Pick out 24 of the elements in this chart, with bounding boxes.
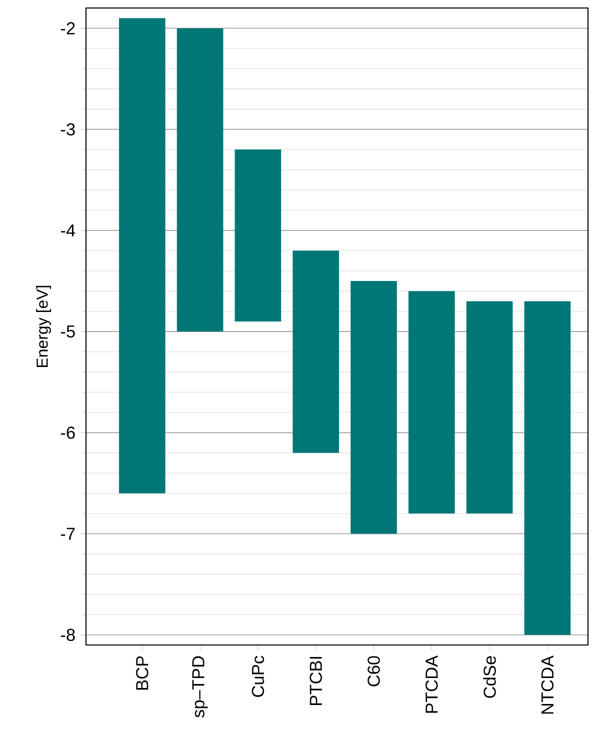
y-tick-label: -8 (60, 628, 75, 642)
y-tick-label: -3 (60, 123, 75, 136)
y-tick-label: -2 (60, 22, 75, 34)
y-tick-label: -6 (60, 426, 75, 439)
bar (292, 250, 340, 453)
x-tick-label: NTCDA (541, 655, 554, 714)
bar (466, 301, 513, 514)
x-tick-label: CdSe (483, 656, 496, 698)
x-tick-label: C60 (368, 656, 380, 686)
x-tick-label: PTCDA (426, 655, 438, 713)
x-tick-label: sp–TPD (192, 656, 208, 718)
bar (176, 28, 224, 332)
x-tick-label: CuPc (252, 656, 264, 697)
y-tick-label: -5 (60, 326, 75, 338)
bar (408, 291, 455, 514)
y-tick-label: -4 (60, 224, 76, 236)
bar (524, 301, 571, 635)
bar (119, 18, 166, 494)
y-axis-title: Energy [eV] (36, 286, 52, 367)
x-tick-label: BCP (136, 656, 148, 690)
y-tick-label: -7 (60, 528, 75, 540)
bar (234, 150, 282, 322)
x-tick-label: PTCBI (310, 656, 322, 706)
bar (350, 281, 397, 534)
